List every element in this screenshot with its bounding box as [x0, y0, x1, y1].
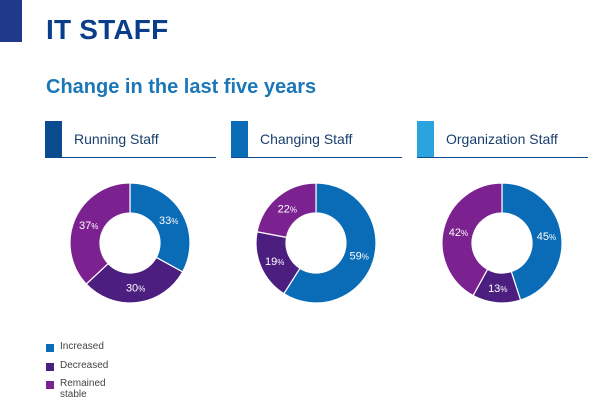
panel-title: Changing Staff [260, 131, 353, 147]
donut-chart-running-staff: 33% 30% 37% [50, 168, 210, 318]
donut-svg: 59% 19% 22% [255, 182, 377, 304]
legend-swatch [46, 362, 54, 371]
legend-swatch [46, 381, 54, 389]
page-title: IT STAFF [46, 14, 169, 45]
page-subtitle: Change in the last five years [46, 76, 317, 98]
data-label-increased: 45% [537, 231, 556, 243]
panel-title: Running Staff [74, 131, 159, 147]
panel-tab-marker [231, 121, 248, 157]
donut-slice-stable [69, 182, 131, 285]
panel-header-running-staff: Running Staff [45, 121, 216, 158]
accent-bar [0, 0, 22, 42]
data-label-decreased: 30% [126, 283, 145, 295]
legend-label: Increased [60, 341, 104, 352]
donut-chart-organization-staff: 45% 13% 42% [422, 168, 582, 318]
legend-label: Decreased [60, 359, 109, 371]
panel-header-organization-staff: Organization Staff [417, 121, 588, 158]
data-label-stable: 37% [79, 220, 98, 232]
data-label-stable: 22% [278, 203, 297, 215]
legend-swatch [46, 344, 54, 352]
data-label-stable: 42% [449, 227, 468, 239]
donut-chart-changing-staff: 59% 19% 22% [236, 168, 396, 318]
data-label-decreased: 13% [488, 283, 507, 295]
data-label-increased: 33% [159, 215, 178, 227]
panel-tab-marker [417, 121, 434, 157]
donut-slice-decreased [85, 256, 184, 304]
donut-slice-stable [441, 182, 503, 297]
donut-slice-stable [256, 182, 317, 239]
donut-slice-increased [129, 182, 191, 273]
panel-tab-marker [45, 121, 62, 157]
donut-slice-increased [501, 182, 563, 301]
donut-slice-increased [283, 182, 377, 304]
donut-svg: 33% 30% 37% [69, 182, 191, 304]
data-label-decreased: 19% [265, 256, 284, 268]
panel-title: Organization Staff [446, 131, 558, 147]
data-label-increased: 59% [350, 251, 369, 263]
panel-header-changing-staff: Changing Staff [231, 121, 402, 158]
legend-label: Remained stable [60, 378, 106, 400]
donut-svg: 45% 13% 42% [441, 182, 563, 304]
